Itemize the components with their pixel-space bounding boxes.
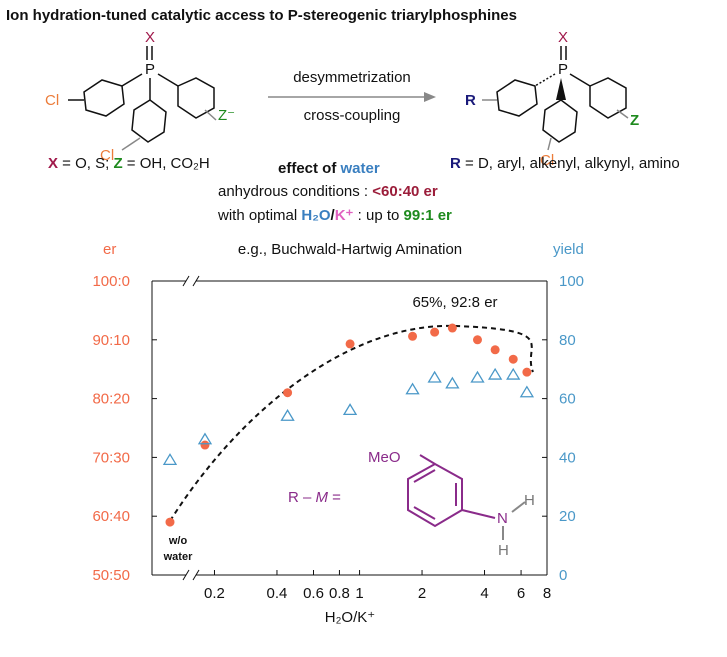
er-point bbox=[472, 335, 482, 345]
product-structure bbox=[482, 46, 629, 151]
y2-tick-label: 80 bbox=[559, 332, 576, 349]
er-point bbox=[200, 440, 210, 450]
atom-label: H bbox=[498, 542, 509, 559]
atom-label: X bbox=[558, 29, 568, 46]
yield-point bbox=[405, 382, 420, 395]
y2-tick-label: 60 bbox=[559, 391, 576, 408]
y2-tick-label: 0 bbox=[559, 567, 567, 584]
er-point bbox=[508, 354, 518, 364]
yield-point bbox=[445, 376, 460, 389]
atom-label: P bbox=[145, 61, 155, 78]
reference-label: water bbox=[163, 551, 193, 563]
x-tick-label: 4 bbox=[480, 585, 488, 602]
x-tick-label: 6 bbox=[517, 585, 525, 602]
yield-point bbox=[280, 408, 295, 421]
atom-label: Cl bbox=[45, 92, 59, 109]
er-point bbox=[165, 517, 175, 527]
atom-label: MeO bbox=[368, 449, 401, 466]
yield-point bbox=[519, 385, 535, 398]
x-tick-label: 0.4 bbox=[267, 585, 288, 602]
atom-label: Cl bbox=[100, 147, 114, 164]
atom-label: Z bbox=[630, 112, 639, 129]
atom-label: R bbox=[465, 92, 476, 109]
er-point bbox=[447, 323, 457, 333]
y2-tick-label: 100 bbox=[559, 273, 584, 290]
y-tick-label: 100:0 bbox=[92, 273, 130, 290]
reagent-label: R – M = bbox=[288, 489, 341, 506]
substrate-note: X = O, S; Z = OH, CO₂H bbox=[48, 155, 210, 172]
fit-curve bbox=[169, 324, 534, 522]
optimal-line: with optimal H₂O/K⁺ : up to 99:1 er bbox=[217, 207, 452, 224]
yield-point bbox=[197, 432, 213, 445]
er-point bbox=[490, 345, 500, 355]
arrow-head bbox=[424, 92, 436, 102]
y-tick-label: 70:30 bbox=[92, 449, 130, 466]
example-label: e.g., Buchwald-Hartwig Amination bbox=[238, 241, 462, 258]
x-axis-title: H₂O/K⁺ bbox=[325, 609, 375, 626]
aniline-structure bbox=[407, 454, 526, 540]
plot-frame bbox=[151, 275, 548, 581]
x-tick-label: 1 bbox=[355, 585, 363, 602]
yield-point bbox=[342, 403, 358, 416]
atom-label: X bbox=[145, 29, 155, 46]
atom-label: Cl bbox=[540, 152, 554, 169]
y-tick-label: 60:40 bbox=[92, 508, 130, 525]
product-note: R = D, aryl, alkenyl, alkynyl, amino bbox=[450, 155, 680, 172]
atom-label: N bbox=[497, 510, 508, 527]
er-point bbox=[522, 367, 532, 377]
atom-label: H bbox=[524, 492, 535, 509]
reference-label: w/o bbox=[168, 535, 188, 547]
x-tick-label: 2 bbox=[418, 585, 426, 602]
yield-point bbox=[470, 370, 485, 383]
atom-label: Z⁻ bbox=[218, 107, 235, 124]
y-tick-label: 80:20 bbox=[92, 391, 130, 408]
x-tick-label: 0.2 bbox=[204, 585, 225, 602]
x-tick-label: 0.6 bbox=[303, 585, 324, 602]
title: Ion hydration-tuned catalytic access to … bbox=[6, 7, 517, 24]
y-axis-title: er bbox=[103, 241, 116, 258]
er-point bbox=[430, 327, 440, 337]
x-tick-label: 0.8 bbox=[329, 585, 350, 602]
er-point bbox=[408, 331, 418, 341]
er-point bbox=[283, 388, 293, 398]
y2-tick-label: 20 bbox=[559, 508, 576, 525]
effect-heading: effect of water bbox=[278, 160, 380, 177]
atom-label: P bbox=[558, 61, 568, 78]
y2-axis-title: yield bbox=[553, 241, 584, 258]
y-tick-label: 90:10 bbox=[92, 332, 130, 349]
yield-point bbox=[506, 367, 521, 380]
x-tick-label: 8 bbox=[543, 585, 551, 602]
yield-point bbox=[427, 370, 442, 383]
annotation: 65%, 92:8 er bbox=[412, 294, 497, 311]
yield-point bbox=[162, 453, 178, 465]
arrow-label: cross-coupling bbox=[304, 107, 401, 124]
y-tick-label: 50:50 bbox=[92, 567, 130, 584]
y2-tick-label: 40 bbox=[559, 449, 576, 466]
arrow-label: desymmetrization bbox=[293, 69, 411, 86]
substrate-structure bbox=[68, 46, 217, 151]
er-point bbox=[345, 339, 355, 349]
anhydrous-line: anhydrous conditions : <60:40 er bbox=[218, 183, 438, 200]
yield-point bbox=[487, 367, 503, 380]
